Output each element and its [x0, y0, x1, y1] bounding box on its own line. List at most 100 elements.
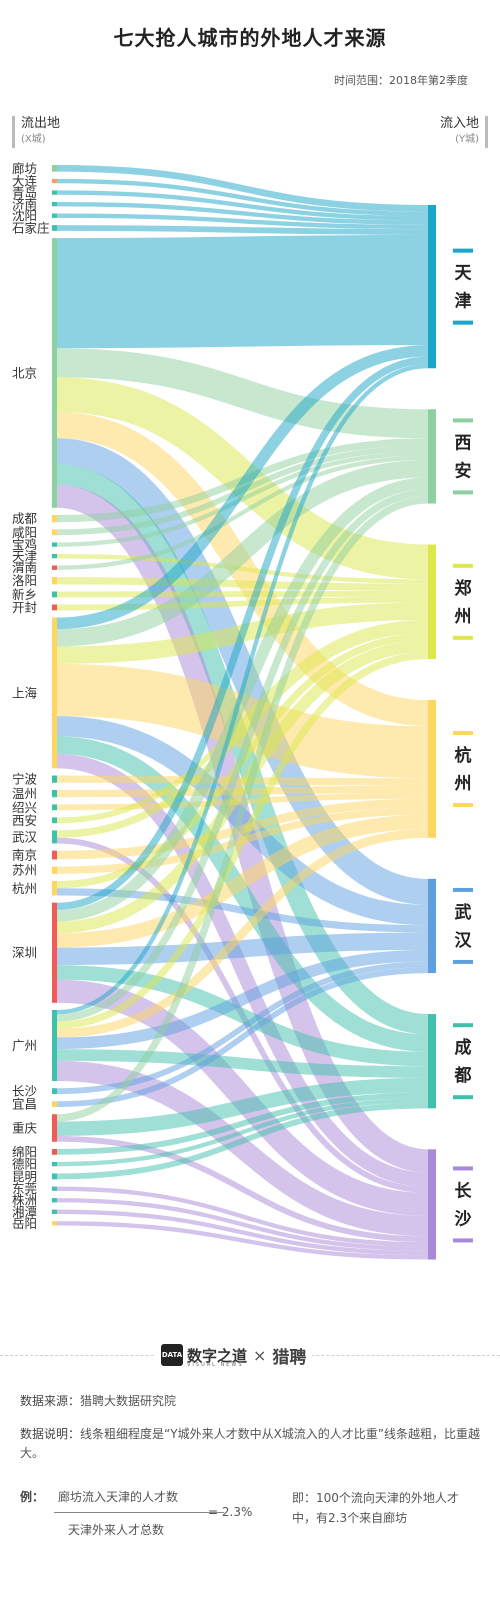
brand-logos: DATA 数字之道 VISUAL NEWS × 猎聘: [155, 1340, 313, 1370]
flow-武汉-郑州: [56, 625, 429, 838]
source-bar-苏州: [52, 866, 57, 874]
flow-广州-西安: [56, 489, 429, 1022]
flow-上海-长沙: [56, 753, 429, 1188]
source-bar-昆明: [52, 1173, 57, 1180]
source-label-德阳: 德阳: [12, 1157, 37, 1172]
target-marker-天津-1: [453, 320, 473, 325]
target-label-杭州-1: 州: [454, 774, 472, 794]
source-label-宁波: 宁波: [12, 772, 38, 787]
source-label-苏州: 苏州: [12, 863, 37, 878]
source-label-成都: 成都: [12, 511, 38, 526]
source-bar-宝鸡: [52, 542, 57, 547]
target-marker-西安-1: [453, 490, 473, 495]
partner-name: 猎聘: [272, 1347, 307, 1368]
source-label-长沙: 长沙: [12, 1084, 38, 1099]
example-numerator: 廊坊流入天津的人才数: [58, 1490, 179, 1504]
flow-广州-武汉: [56, 949, 429, 1050]
target-label-武汉-1: 汉: [455, 931, 473, 951]
target-marker-武汉-0: [453, 887, 473, 892]
target-bar-杭州: [428, 700, 436, 838]
target-marker-杭州-1: [453, 802, 473, 807]
flow-新乡-郑州: [56, 590, 429, 598]
example-block: 例： 廊坊流入天津的人才数 天津外来人才总数 = 2.3% 即：100个流向天津…: [20, 1485, 480, 1565]
source-bar-上海: [52, 617, 57, 769]
target-label-天津-1: 津: [455, 291, 472, 312]
flow-青岛-天津: [56, 190, 429, 221]
target-marker-成都-1: [453, 1095, 473, 1100]
target-label-郑州-0: 郑: [455, 578, 472, 599]
brand-name-text: 数字之道: [187, 1346, 248, 1365]
source-bar-温州: [52, 789, 57, 798]
flows-layer: [56, 165, 429, 1260]
flow-北京-武汉: [56, 438, 429, 905]
source-bar-南京: [52, 850, 57, 860]
example-denominator: 天津外来人才总数: [68, 1523, 165, 1537]
source-bar-青岛: [52, 190, 57, 195]
source-bar-济南: [52, 201, 57, 207]
source-label-青岛: 青岛: [12, 185, 37, 200]
source-label-广州: 广州: [12, 1038, 37, 1053]
target-marker-郑州-0: [453, 563, 473, 568]
flow-德阳-成都: [56, 1098, 429, 1167]
source-bar-天津: [52, 553, 57, 559]
flow-上海-西安: [56, 460, 429, 647]
example-label: 例：: [20, 1490, 45, 1504]
source-bar-重庆: [52, 1114, 57, 1142]
flow-北京-天津: [56, 234, 429, 349]
target-marker-杭州-0: [453, 730, 473, 735]
source-label-大连: 大连: [12, 174, 38, 189]
target-bar-郑州: [428, 544, 436, 660]
source-bar-洛阳: [52, 577, 57, 585]
flow-沈阳-天津: [56, 213, 429, 230]
target-bar-武汉: [428, 878, 436, 974]
target-bar-成都: [428, 1014, 436, 1109]
flow-广州-杭州: [56, 829, 429, 1038]
source-label-重庆: 重庆: [12, 1120, 38, 1135]
target-marker-天津-0: [453, 248, 473, 253]
source-label-株洲: 株洲: [12, 1193, 37, 1208]
source-label-沈阳: 沈阳: [12, 208, 37, 223]
target-label-成都-0: 成: [455, 1037, 472, 1058]
chart-title: 七大抢人城市的外地人才来源: [113, 26, 387, 50]
flow-天津-郑州: [56, 553, 429, 584]
source-label-宜昌: 宜昌: [12, 1097, 37, 1112]
source-label-石家庄: 石家庄: [12, 220, 50, 235]
source-bar-绍兴: [52, 804, 57, 811]
source-label-深圳: 深圳: [12, 945, 37, 960]
data-logo-icon: DATA: [161, 1344, 183, 1366]
source-label-开封: 开封: [12, 600, 37, 615]
source-bar-深圳: [52, 902, 57, 1003]
flow-株洲-长沙: [56, 1198, 429, 1251]
sankey-chart: 廊坊大连青岛济南沈阳石家庄北京成都咸阳宝鸡天津渭南洛阳新乡开封上海宁波温州绍兴西…: [12, 161, 473, 1260]
source-label-宝鸡: 宝鸡: [12, 537, 37, 552]
source-bar-湘潭: [52, 1209, 57, 1214]
target-label-西安-1: 安: [455, 460, 472, 481]
flow-济南-天津: [56, 201, 429, 225]
flow-西安-郑州: [56, 619, 429, 824]
source-bar-咸阳: [52, 529, 57, 536]
flow-廊坊-天津: [56, 165, 429, 212]
flow-北京-西安: [56, 348, 429, 439]
target-marker-西安-0: [453, 418, 473, 423]
source-bar-广州: [52, 1009, 57, 1082]
source-bar-杭州: [52, 881, 57, 896]
target-label-武汉-0: 武: [455, 902, 472, 923]
source-label-洛阳: 洛阳: [12, 573, 37, 588]
source-bar-长沙: [52, 1088, 57, 1095]
target-label-天津-0: 天: [455, 264, 473, 284]
flow-渭南-西安: [56, 455, 429, 570]
source-label-天津: 天津: [12, 549, 37, 564]
target-label-郑州-1: 州: [454, 607, 472, 627]
source-label-湘潭: 湘潭: [12, 1204, 37, 1219]
source-bar-渭南: [52, 565, 57, 570]
source-label-温州: 温州: [12, 786, 37, 801]
flow-广州-成都: [56, 1049, 429, 1078]
source-label-昆明: 昆明: [12, 1169, 37, 1184]
fraction-line: [54, 1512, 224, 1513]
flow-宜昌-武汉: [56, 967, 429, 1108]
target-column-sub: (Y城): [455, 134, 479, 145]
source-label-渭南: 渭南: [12, 560, 37, 575]
target-marker-武汉-1: [453, 959, 473, 964]
flow-东莞-长沙: [56, 1186, 429, 1247]
flow-大连-天津: [56, 178, 429, 217]
